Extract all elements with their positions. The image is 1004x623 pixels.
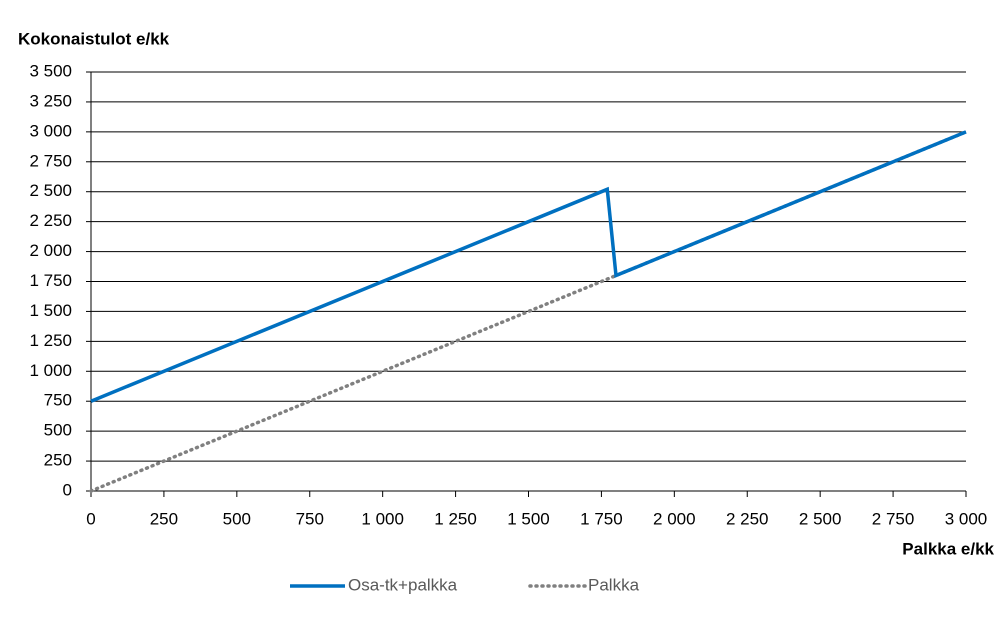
y-tick-label: 2 250 [29,211,72,230]
x-tick-label: 2 500 [799,509,842,528]
x-tick-label: 0 [86,509,95,528]
y-tick-label: 2 750 [29,151,72,170]
x-tick-label: 2 250 [726,509,769,528]
x-tick-label: 500 [223,509,251,528]
x-tick-label: 2 750 [872,509,915,528]
y-tick-label: 1 750 [29,271,72,290]
x-tick-label: 1 250 [434,509,477,528]
y-tick-label: 3 250 [29,91,72,110]
x-tick-label: 1 000 [361,509,404,528]
y-tick-label: 500 [44,421,72,440]
y-tick-label: 1 000 [29,361,72,380]
legend-label: Osa-tk+palkka [348,575,458,594]
y-tick-label: 750 [44,391,72,410]
y-tick-label: 1 500 [29,301,72,320]
y-tick-label: 0 [63,480,72,499]
x-tick-label: 1 500 [507,509,550,528]
x-tick-label: 2 000 [653,509,696,528]
y-tick-label: 3 000 [29,121,72,140]
series-line [90,130,967,403]
x-tick-label: 1 750 [580,509,623,528]
x-tick-label: 3 000 [945,509,988,528]
x-tick-label: 750 [296,509,324,528]
y-tick-label: 1 250 [29,331,72,350]
y-tick-label: 3 500 [29,61,72,80]
y-axis-title: Kokonaistulot e/kk [18,29,170,48]
y-tick-label: 2 500 [29,181,72,200]
y-tick-label: 2 000 [29,241,72,260]
legend-label: Palkka [588,575,640,594]
y-tick-label: 250 [44,451,72,470]
x-axis-title: Palkka e/kk [902,539,994,558]
x-tick-label: 250 [150,509,178,528]
